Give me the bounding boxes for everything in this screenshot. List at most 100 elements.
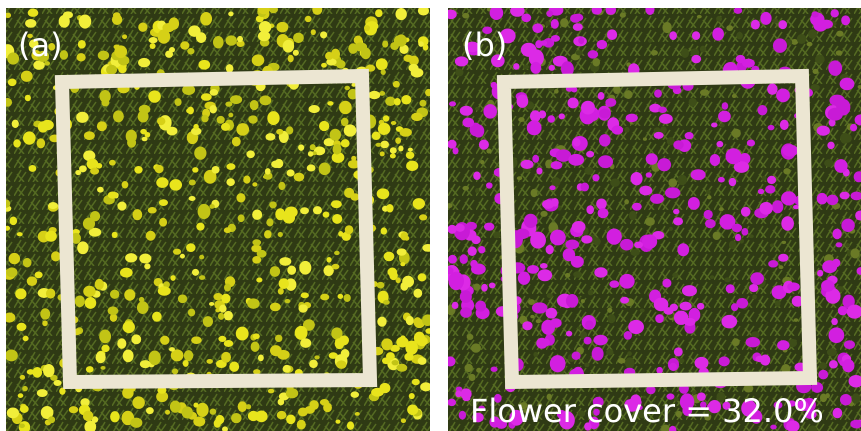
flower-spot (411, 113, 423, 122)
flower-spot (834, 159, 847, 173)
flower-spot (13, 139, 21, 147)
flower-spot (180, 41, 189, 49)
flower-spot (287, 169, 295, 176)
flower-spot (646, 172, 652, 177)
flower-spot (542, 200, 554, 209)
flower-spot (275, 159, 284, 168)
flower-spot (540, 211, 547, 217)
flower-spot (484, 223, 495, 231)
flower-spot (232, 137, 241, 147)
flower-spot (787, 282, 800, 291)
flower-spot (252, 239, 261, 245)
flower-spot (624, 331, 632, 340)
flower-spot (226, 64, 234, 73)
flower-spot (489, 283, 496, 289)
flower-spot (645, 217, 655, 226)
flower-spot (383, 300, 390, 305)
flower-spot (676, 256, 681, 260)
flower-spot (270, 345, 282, 356)
flower-spot (736, 298, 748, 308)
flower-spot (250, 100, 259, 110)
flower-spot (384, 252, 395, 262)
flower-spot (545, 21, 550, 26)
flower-spot (642, 234, 657, 248)
flower-spot (445, 10, 457, 20)
flower-spot (371, 388, 384, 397)
flower-spot (5, 350, 18, 362)
flower-spot (654, 89, 662, 97)
flower-spot (712, 27, 724, 40)
flower-spot (221, 123, 230, 131)
flower-spot (334, 251, 340, 255)
flower-spot (841, 15, 850, 25)
flower-spot (711, 122, 717, 127)
flower-spot (344, 294, 351, 302)
flower-spot (755, 356, 764, 363)
flower-spot (252, 182, 257, 186)
flower-spot (765, 185, 775, 193)
flower-spot (403, 55, 412, 62)
flower-spot (395, 137, 401, 144)
flower-spot (37, 389, 48, 397)
flower-spot (15, 288, 26, 299)
flower-spot (411, 68, 424, 78)
flower-spot (108, 191, 118, 198)
flower-spot (369, 91, 381, 99)
flower-spot (674, 347, 683, 356)
flower-spot (446, 203, 453, 208)
flower-spot (17, 232, 23, 236)
flower-spot (455, 390, 461, 397)
flower-spot (83, 217, 95, 229)
flower-spot (594, 267, 607, 277)
flower-spot (159, 199, 168, 206)
flower-spot (269, 6, 278, 13)
flower-spot (226, 178, 235, 186)
flower-spot (716, 16, 722, 22)
flower-spot (588, 50, 598, 59)
flower-spot (640, 308, 645, 312)
flower-spot (258, 4, 270, 14)
flower-spot (140, 129, 147, 134)
flower-spot (551, 19, 559, 29)
flower-spot (309, 400, 319, 410)
flower-spot (841, 219, 854, 232)
flower-spot (568, 154, 584, 166)
flower-spot (114, 45, 127, 58)
flower-spot (584, 337, 592, 345)
flower-spot (117, 338, 126, 349)
flower-spot (759, 202, 772, 215)
flower-spot (836, 242, 843, 247)
flower-spot (336, 360, 346, 369)
flower-spot (821, 280, 835, 292)
flower-spot (157, 117, 165, 125)
flower-spot (169, 179, 182, 190)
flower-spot (137, 301, 149, 314)
flower-spot (593, 335, 607, 346)
flower-spot (598, 208, 609, 218)
flower-spot (634, 242, 643, 249)
flower-spot (478, 246, 485, 253)
flower-spot (518, 271, 530, 284)
flower-spot (833, 408, 843, 418)
flower-spot (659, 114, 673, 124)
flower-spot (420, 382, 432, 391)
flower-spot (217, 116, 225, 124)
panel-label: (b) (462, 26, 507, 64)
flower-spot (319, 121, 329, 131)
flower-spot (355, 412, 360, 416)
flower-spot (228, 12, 233, 17)
flower-cover-annotation: Flower cover = 32.0% (470, 392, 824, 430)
flower-spot (808, 29, 817, 39)
flower-spot (84, 131, 95, 140)
flower-spot (607, 308, 612, 313)
flower-spot (840, 78, 855, 91)
flower-spot (483, 104, 497, 119)
flower-spot (201, 115, 208, 123)
flower-spot (271, 303, 280, 311)
flower-spot (452, 302, 459, 309)
panel-a: (a) (1, 4, 433, 431)
flower-spot (106, 65, 117, 75)
flower-spot (285, 207, 298, 218)
flower-spot (309, 360, 318, 368)
flower-spot (700, 89, 709, 96)
